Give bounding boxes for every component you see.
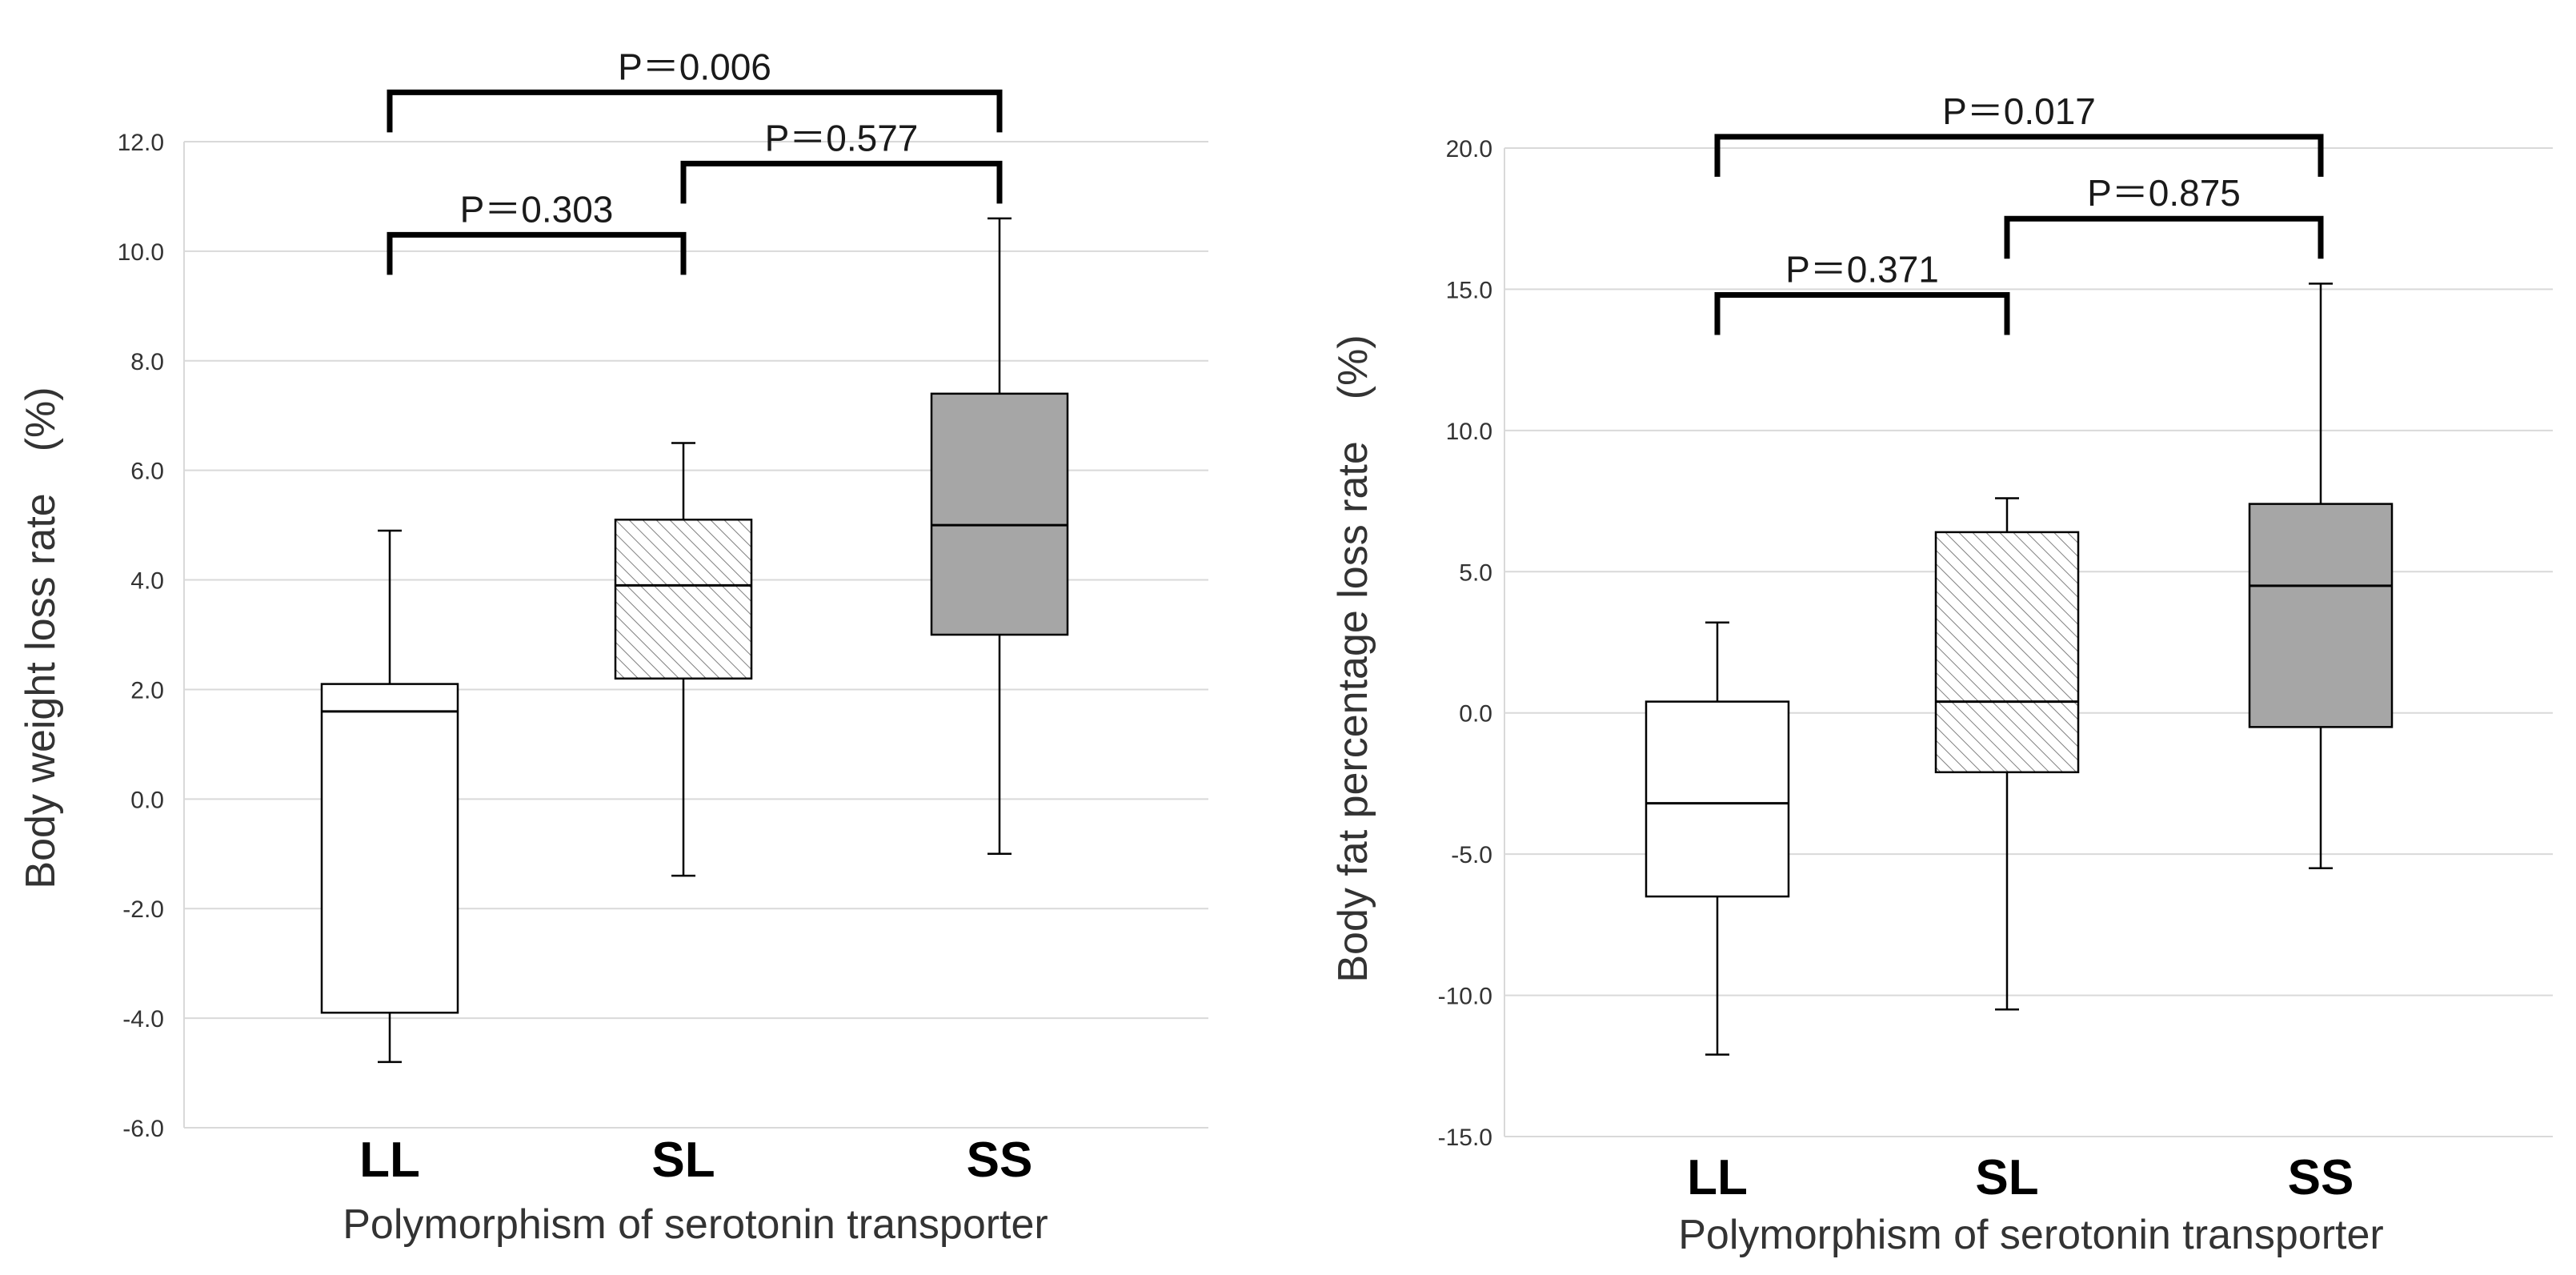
category-label-LL: LL xyxy=(1687,1150,1748,1205)
p-value-label: P＝0.006 xyxy=(618,46,771,87)
box-LL xyxy=(1645,700,1790,898)
y-tick-label: 8.0 xyxy=(130,349,164,375)
box-SL xyxy=(614,519,753,680)
y-tick-label: 10.0 xyxy=(118,239,164,266)
y-tick-label: 6.0 xyxy=(130,459,164,485)
p-value-label: P＝0.017 xyxy=(1942,90,2096,132)
y-axis-title: Body fat percentage loss rate (%) xyxy=(1330,335,1376,982)
y-tick-label: 4.0 xyxy=(130,568,164,595)
significance-bracket xyxy=(387,89,1003,133)
y-axis-title: Body weight loss rate (%) xyxy=(18,387,64,888)
p-value-label: P＝0.875 xyxy=(2087,172,2241,214)
significance-bracket xyxy=(2004,215,2324,259)
y-tick-label: -15.0 xyxy=(1438,1125,1492,1151)
x-axis-title: Polymorphism of serotonin transporter xyxy=(1678,1212,2384,1258)
box-LL xyxy=(320,683,459,1014)
y-tick-label: 12.0 xyxy=(118,130,164,156)
p-value-label: P＝0.577 xyxy=(765,117,919,158)
y-tick-label: 10.0 xyxy=(1446,419,1492,445)
y-tick-label: -4.0 xyxy=(122,1006,164,1032)
left-chart-body-weight: 12.0 10.0 8.0 6.0 4.0 2.0 0.0 -2.0 -4.0 -6.0 LL SL S… xyxy=(18,46,1208,1248)
category-label-SL: SL xyxy=(1975,1150,2038,1205)
y-tick-label: 20.0 xyxy=(1446,136,1492,162)
y-tick-label: -2.0 xyxy=(122,896,164,923)
significance-bracket xyxy=(1714,134,2324,177)
x-axis-title: Polymorphism of serotonin transporter xyxy=(343,1201,1048,1248)
box-SS xyxy=(930,392,1069,636)
significance-bracket xyxy=(387,231,687,275)
p-value-label: P＝0.303 xyxy=(460,188,614,230)
y-tick-label: 0.0 xyxy=(130,787,164,813)
box-SS xyxy=(2248,503,2394,728)
significance-bracket xyxy=(1714,291,2010,335)
box-SL xyxy=(1934,531,2080,774)
category-label-SS: SS xyxy=(967,1133,1033,1188)
y-tick-label: -5.0 xyxy=(1451,842,1492,868)
y-tick-label: 2.0 xyxy=(130,677,164,704)
y-tick-label: 15.0 xyxy=(1446,277,1492,303)
category-label-LL: LL xyxy=(359,1133,420,1188)
right-chart-body-fat: 20.0 15.0 10.0 5.0 0.0 -5.0 -10.0 -15.0 LL SL SS Po… xyxy=(1330,90,2553,1258)
y-tick-label: 0.0 xyxy=(1459,701,1492,728)
category-label-SS: SS xyxy=(2288,1150,2354,1205)
p-value-label: P＝0.371 xyxy=(1785,248,1939,290)
y-tick-label: -6.0 xyxy=(122,1116,164,1142)
y-tick-label: -10.0 xyxy=(1438,984,1492,1010)
y-tick-label: 5.0 xyxy=(1459,559,1492,586)
significance-bracket xyxy=(680,160,1003,204)
category-label-SL: SL xyxy=(651,1133,715,1188)
